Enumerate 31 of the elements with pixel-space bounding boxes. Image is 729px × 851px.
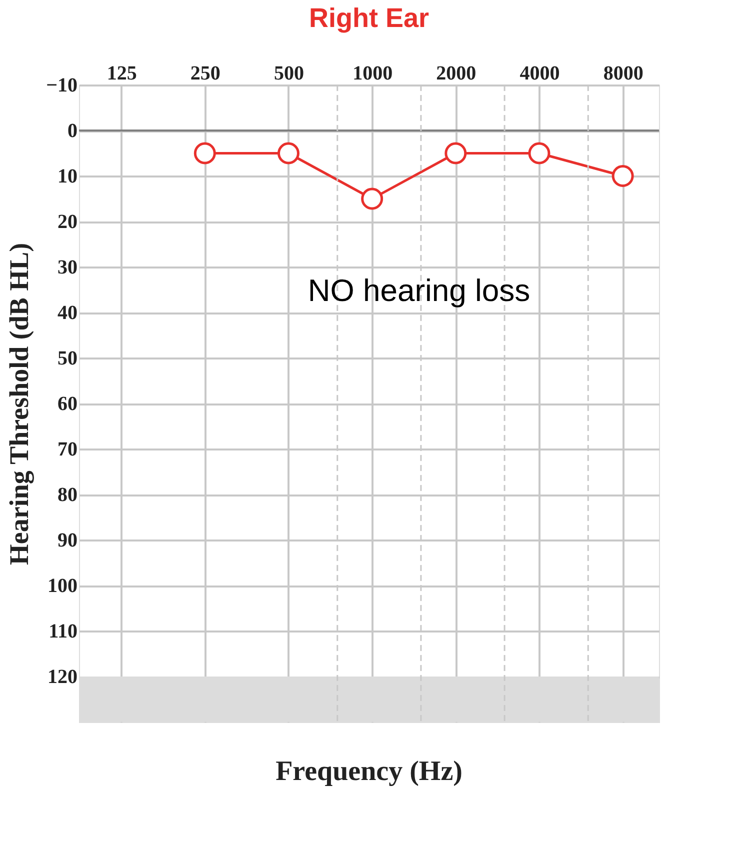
point [361,188,384,210]
y-tick-label: 70 [58,438,78,460]
annotation: NO hearing loss [308,273,530,308]
chart-title: Right Ear [308,3,430,33]
y-tick-label: 100 [48,575,78,597]
x-tick-label: 2000 [436,62,476,84]
x-axis-title: Frequency (Hz) [276,756,462,787]
y-tick-label: 40 [58,302,78,324]
x-tick-label: 500 [274,62,304,84]
y-tick-label: −10 [46,74,78,96]
point [528,142,550,164]
x-tick-label: 250 [190,62,220,84]
y-axis-title: Hearing Threshold (dB HL) [4,242,34,566]
x-tick-label: 8000 [603,62,644,84]
y-tick-label: 20 [58,211,78,233]
y-tick-label: 110 [48,620,78,642]
x-tick-label: 1000 [352,62,393,84]
y-tick-label: 80 [58,484,78,506]
y-tick-label: 30 [58,256,78,278]
point [194,142,216,164]
y-tick-label: 120 [48,666,78,688]
point [444,142,467,164]
y-tick-label: 50 [58,348,78,370]
x-tick-label: 125 [106,62,137,84]
y-tick-label: 90 [58,530,78,552]
y-tick-label: 0 [68,120,78,142]
x-tick-label: 4000 [520,62,560,84]
y-tick-label: 60 [58,393,78,415]
point [612,165,634,187]
point [277,142,300,164]
y-tick-label: 10 [58,166,78,188]
